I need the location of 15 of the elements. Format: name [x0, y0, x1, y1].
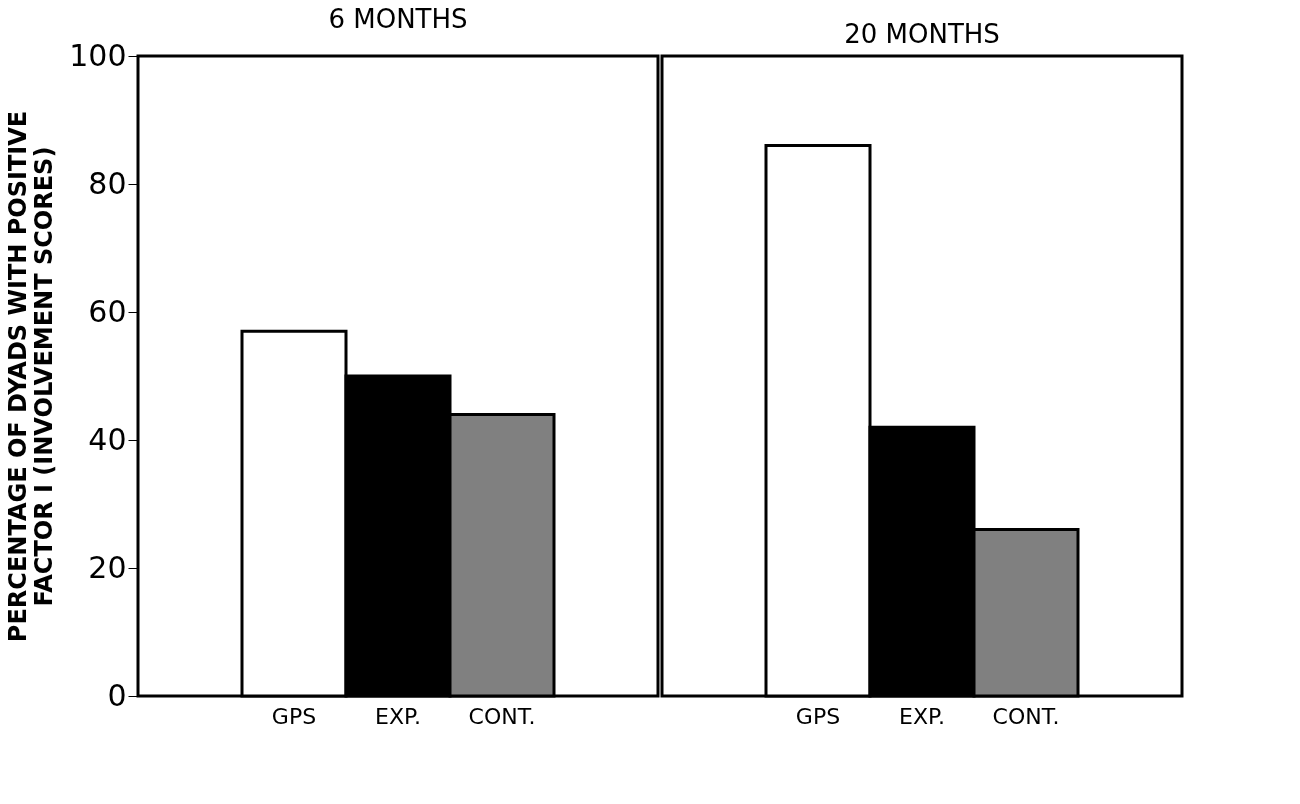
y-tick-label: 60 — [88, 293, 127, 329]
y-tick-label: 0 — [107, 677, 127, 713]
y-tick-label: 40 — [88, 421, 127, 457]
x-tick-label: GPS — [795, 703, 841, 729]
y-tick-label: 20 — [88, 549, 127, 585]
y-axis-title: PERCENTAGE OF DYADS WITH POSITIVE FACTOR I (INVOLVEMENT SCORES) — [4, 110, 59, 643]
y-tick-label: 80 — [88, 165, 127, 201]
x-tick-label: EXP. — [899, 703, 945, 729]
y-tick-label: 100 — [69, 37, 127, 73]
x-tick-label: GPS — [271, 703, 317, 729]
x-tick-label: EXP. — [375, 703, 421, 729]
x-tick-label: CONT. — [992, 703, 1060, 729]
chart-title: 6 MONTHS — [328, 4, 468, 34]
chart-title: 20 MONTHS — [844, 19, 1000, 49]
x-tick-label: CONT. — [468, 703, 536, 729]
